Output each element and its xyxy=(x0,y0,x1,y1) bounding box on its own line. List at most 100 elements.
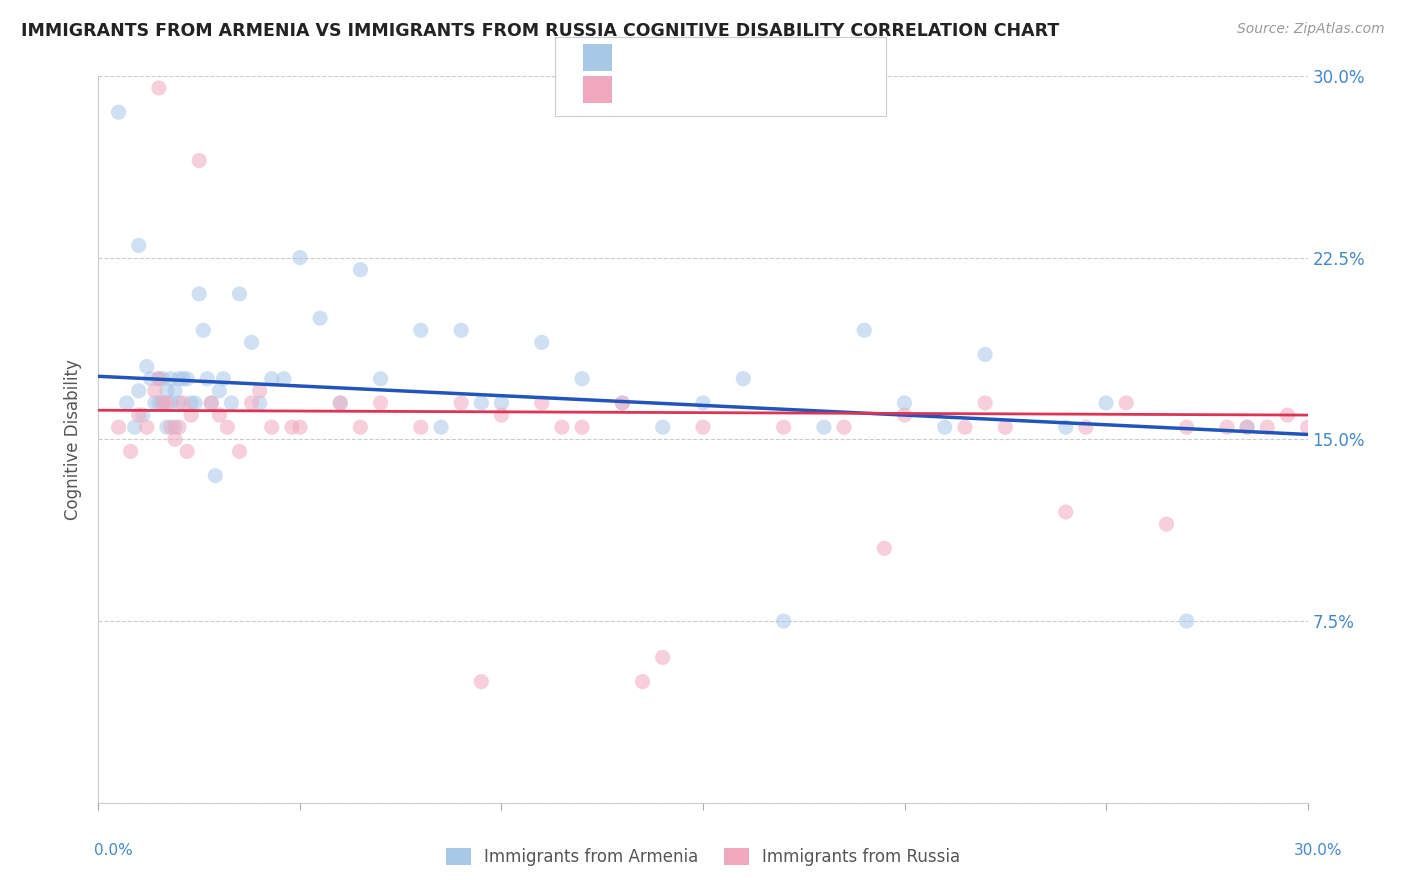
Point xyxy=(249,384,271,398)
Point xyxy=(260,420,283,434)
Point xyxy=(249,396,271,410)
Text: Source: ZipAtlas.com: Source: ZipAtlas.com xyxy=(1237,22,1385,37)
Point xyxy=(143,384,166,398)
Point xyxy=(107,105,129,120)
Point xyxy=(1095,396,1118,410)
Point xyxy=(1156,517,1178,532)
Point xyxy=(953,420,976,434)
Point xyxy=(152,396,174,410)
Point xyxy=(288,251,311,265)
Point xyxy=(163,384,186,398)
Point xyxy=(152,372,174,386)
Legend: Immigrants from Armenia, Immigrants from Russia: Immigrants from Armenia, Immigrants from… xyxy=(439,841,967,873)
Point xyxy=(160,372,183,386)
Point xyxy=(148,372,170,386)
Point xyxy=(120,444,142,458)
Point xyxy=(813,420,835,434)
Point xyxy=(184,396,207,410)
Point xyxy=(180,408,202,422)
Point xyxy=(974,396,997,410)
Point xyxy=(893,396,915,410)
Point xyxy=(1054,505,1077,519)
Point xyxy=(148,81,170,95)
Point xyxy=(167,420,190,434)
Point xyxy=(631,674,654,689)
Point xyxy=(692,396,714,410)
Text: 0.0%: 0.0% xyxy=(94,843,134,858)
Point xyxy=(200,396,222,410)
Point xyxy=(1236,420,1258,434)
Text: 30.0%: 30.0% xyxy=(1295,843,1343,858)
Point xyxy=(349,262,371,277)
Y-axis label: Cognitive Disability: Cognitive Disability xyxy=(65,359,83,520)
Point xyxy=(172,396,194,410)
Point xyxy=(240,335,263,350)
Point xyxy=(309,311,332,326)
Point xyxy=(651,650,673,665)
Point xyxy=(409,420,432,434)
Point xyxy=(160,396,183,410)
Point xyxy=(193,323,215,337)
Point xyxy=(1256,420,1278,434)
Point xyxy=(329,396,352,410)
Point xyxy=(172,372,194,386)
Text: R = -0.017    N = 56: R = -0.017 N = 56 xyxy=(626,80,808,98)
Point xyxy=(128,408,150,422)
Point xyxy=(571,372,593,386)
Point xyxy=(128,384,150,398)
Point xyxy=(530,396,553,410)
Point xyxy=(772,420,794,434)
Point xyxy=(148,396,170,410)
Point xyxy=(260,372,283,386)
Point xyxy=(1277,408,1299,422)
Point xyxy=(163,420,186,434)
Point xyxy=(240,396,263,410)
Point xyxy=(612,396,634,410)
Point xyxy=(530,335,553,350)
Point xyxy=(160,420,183,434)
Point xyxy=(491,408,513,422)
Point xyxy=(163,432,186,446)
Point xyxy=(217,420,239,434)
Point xyxy=(1216,420,1239,434)
Point xyxy=(370,372,392,386)
Point xyxy=(1175,420,1198,434)
Point xyxy=(281,420,304,434)
Point xyxy=(1175,614,1198,628)
Point xyxy=(128,238,150,252)
Point xyxy=(143,396,166,410)
Point xyxy=(974,347,997,361)
Point xyxy=(139,372,162,386)
Point xyxy=(551,420,574,434)
Point xyxy=(132,408,155,422)
Point xyxy=(571,420,593,434)
Point xyxy=(651,420,673,434)
Point xyxy=(288,420,311,434)
Point xyxy=(1115,396,1137,410)
Point xyxy=(470,396,492,410)
Point xyxy=(853,323,876,337)
Point xyxy=(156,384,179,398)
Point xyxy=(208,384,231,398)
Point xyxy=(176,444,198,458)
Text: IMMIGRANTS FROM ARMENIA VS IMMIGRANTS FROM RUSSIA COGNITIVE DISABILITY CORRELATI: IMMIGRANTS FROM ARMENIA VS IMMIGRANTS FR… xyxy=(21,22,1059,40)
Point xyxy=(228,444,250,458)
Point xyxy=(228,286,250,301)
Point xyxy=(188,153,211,168)
Point xyxy=(450,323,472,337)
Point xyxy=(212,372,235,386)
Point xyxy=(733,372,755,386)
Point xyxy=(893,408,915,422)
Point xyxy=(221,396,243,410)
Point xyxy=(167,372,190,386)
Point xyxy=(135,420,157,434)
Point xyxy=(115,396,138,410)
Point xyxy=(873,541,896,556)
Point xyxy=(156,396,179,410)
Point xyxy=(612,396,634,410)
Point xyxy=(450,396,472,410)
Point xyxy=(470,674,492,689)
Point xyxy=(188,286,211,301)
Point xyxy=(772,614,794,628)
Point xyxy=(156,420,179,434)
